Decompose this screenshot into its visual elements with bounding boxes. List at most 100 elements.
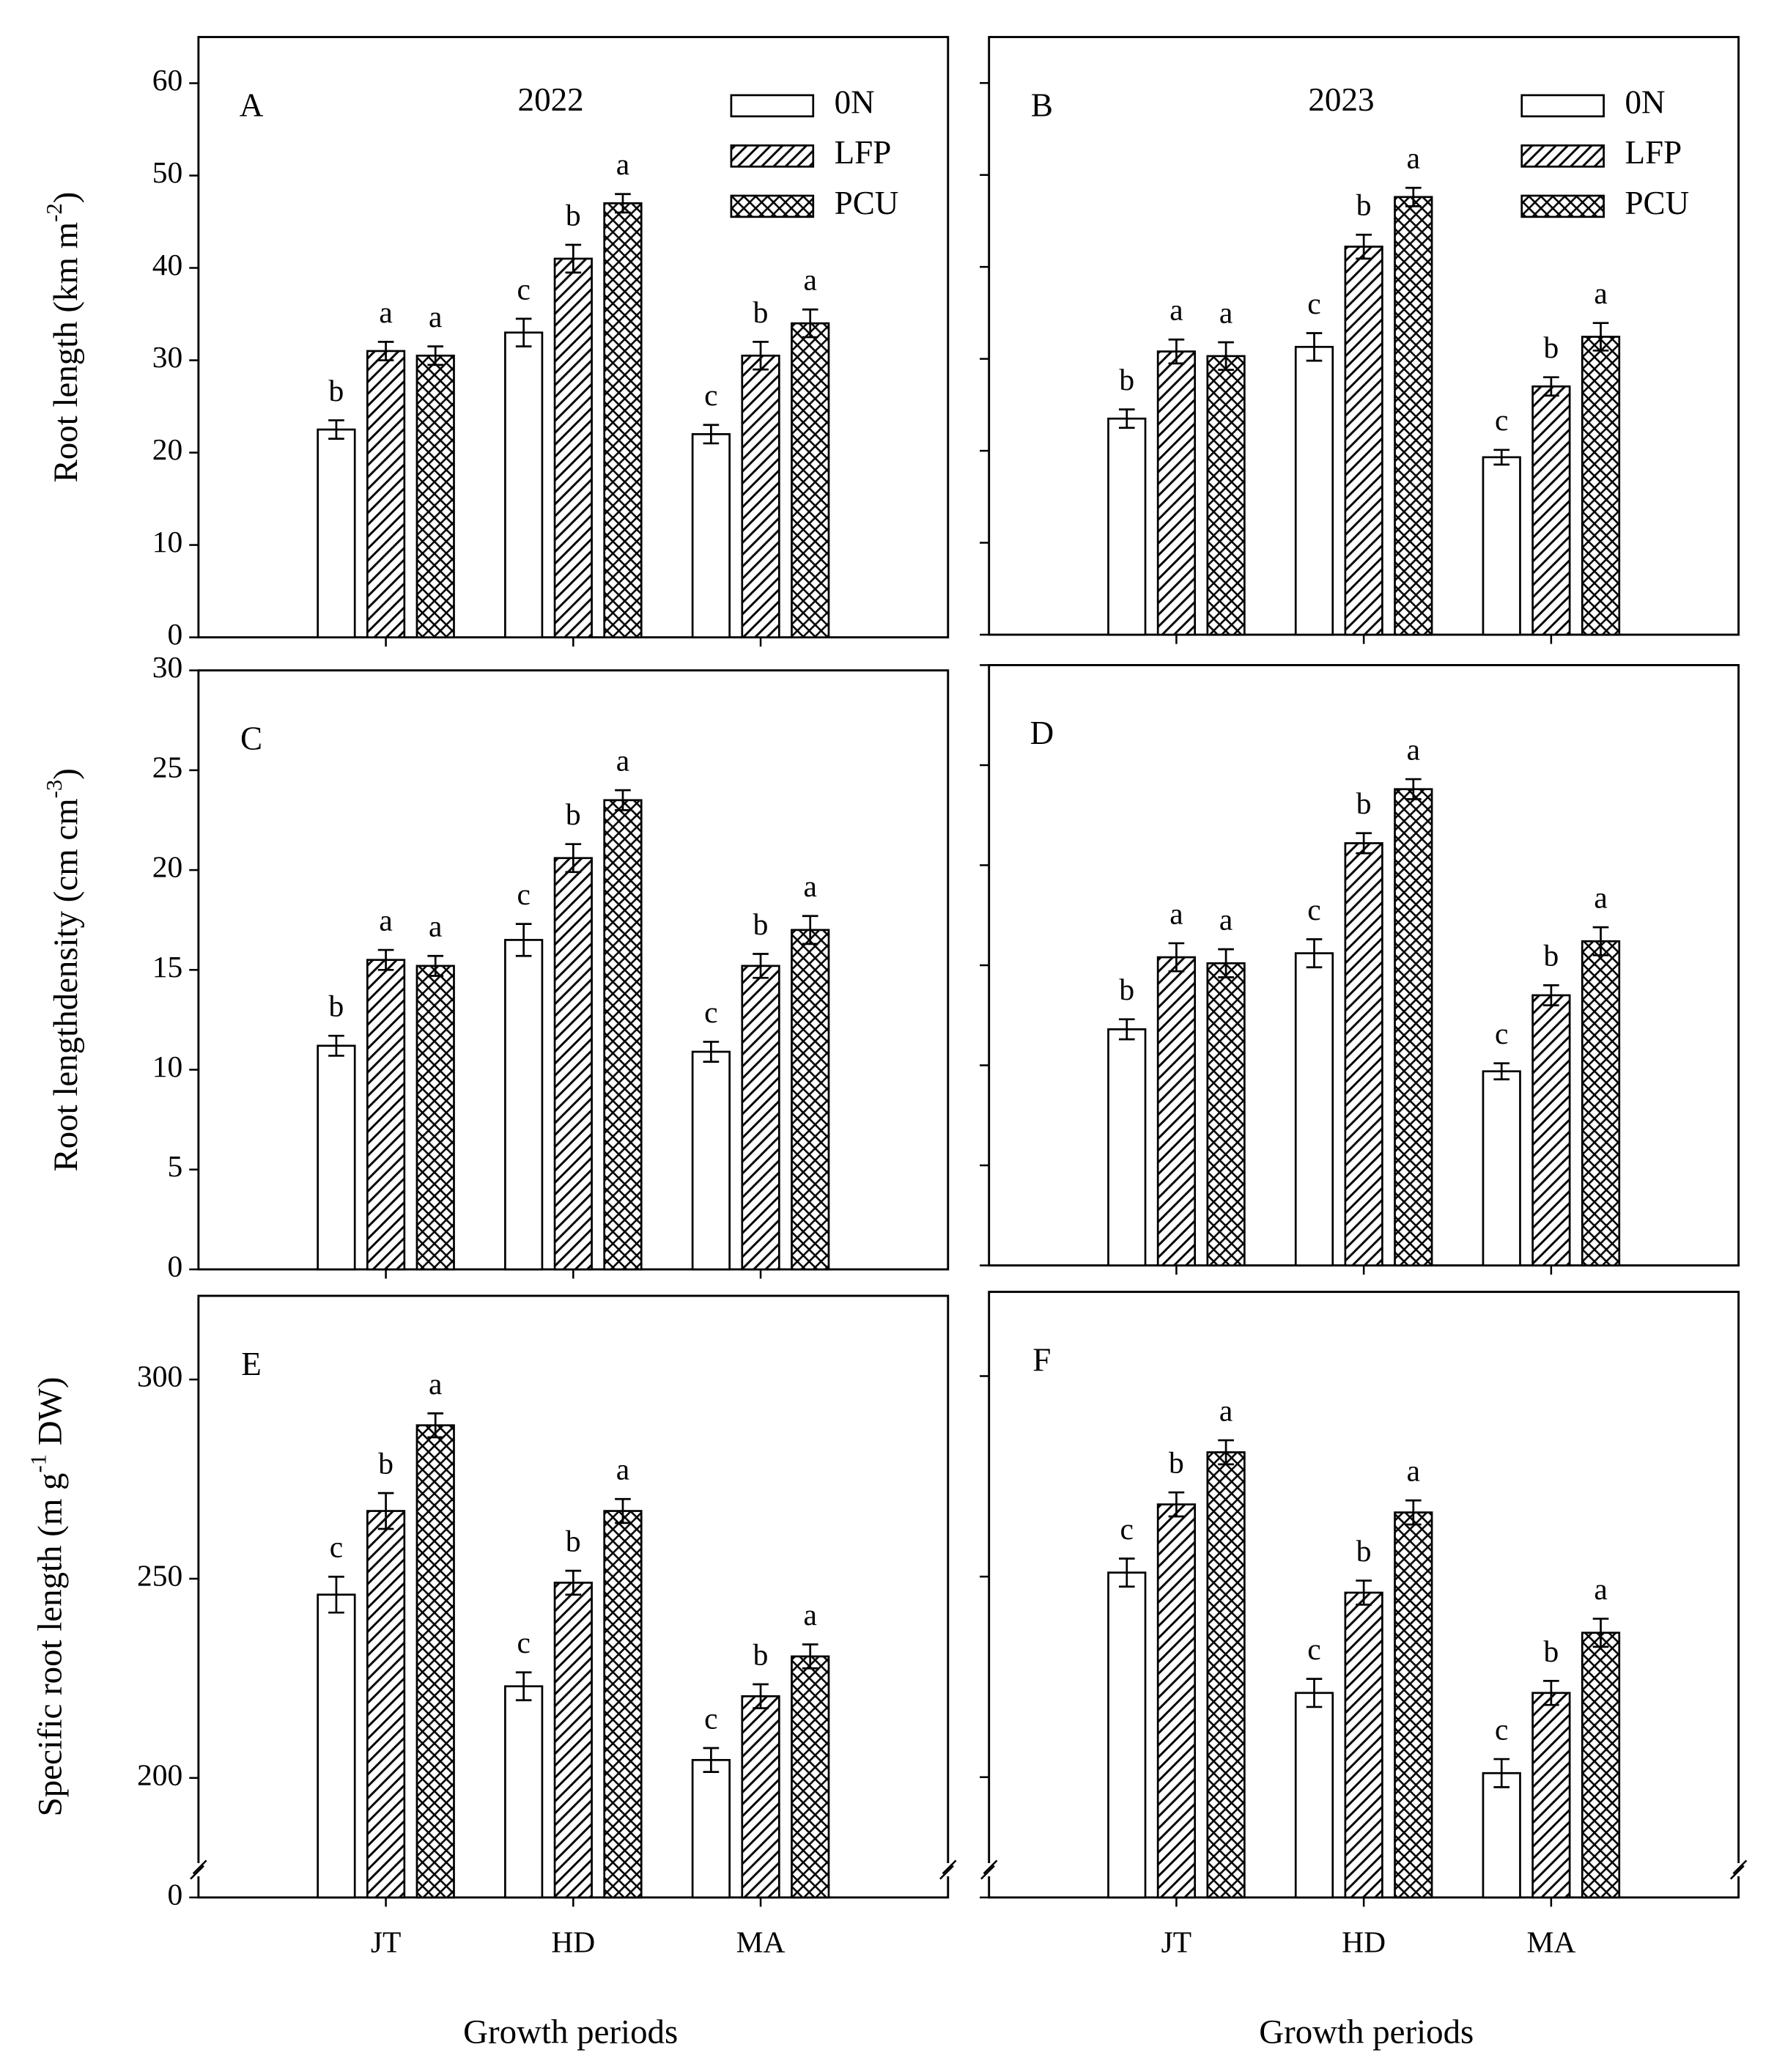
error-bar bbox=[1118, 1557, 1135, 1588]
panel-label: C bbox=[240, 720, 262, 756]
bar bbox=[1531, 994, 1571, 1267]
significance-letter: c bbox=[704, 995, 717, 1029]
significance-letter: a bbox=[616, 1453, 629, 1486]
bar bbox=[1344, 842, 1383, 1267]
significance-letter: c bbox=[704, 378, 717, 412]
legend-swatch bbox=[730, 194, 815, 218]
significance-letter: b bbox=[753, 907, 769, 941]
axis-break bbox=[980, 1865, 995, 1880]
y-axis-label: Specific root length (m g-1 DW) bbox=[26, 1377, 69, 1817]
bar bbox=[1294, 952, 1334, 1267]
significance-letter: b bbox=[753, 295, 769, 329]
bar bbox=[504, 939, 544, 1271]
chart-title: 2023 bbox=[1308, 81, 1374, 118]
legend-swatch bbox=[730, 94, 815, 118]
significance-letter: a bbox=[616, 147, 629, 181]
error-bar bbox=[1405, 1499, 1422, 1526]
error-bar bbox=[515, 1671, 532, 1702]
error-bar bbox=[1493, 449, 1510, 466]
significance-letter: a bbox=[616, 744, 629, 778]
bar bbox=[1394, 1511, 1433, 1899]
bar bbox=[1344, 1591, 1383, 1899]
chart-title: 2022 bbox=[518, 81, 584, 118]
y-tick-label: 0 bbox=[167, 617, 182, 651]
bar bbox=[603, 1510, 643, 1899]
significance-letter: b bbox=[566, 198, 581, 232]
bar bbox=[1531, 385, 1571, 636]
y-tick-label: 200 bbox=[137, 1758, 182, 1791]
y-tick-label: 30 bbox=[152, 650, 182, 684]
y-tick-label: 50 bbox=[152, 155, 182, 189]
bar bbox=[691, 432, 731, 638]
error-bar bbox=[615, 1497, 631, 1524]
y-axis-label-end: ) bbox=[47, 768, 85, 780]
bar bbox=[504, 1685, 544, 1899]
bar bbox=[691, 1050, 731, 1271]
error-bar bbox=[615, 789, 631, 811]
significance-letter: a bbox=[1219, 1393, 1232, 1427]
y-axis-label-text: Specific root length (m g bbox=[31, 1473, 69, 1817]
bar bbox=[1531, 1692, 1571, 1899]
bar bbox=[415, 1424, 455, 1899]
significance-letter: c bbox=[1307, 1632, 1320, 1666]
significance-letter: a bbox=[1219, 295, 1232, 329]
axis-break-gap bbox=[939, 1862, 956, 1876]
significance-letter: a bbox=[1169, 293, 1183, 327]
legend-swatch bbox=[1520, 94, 1605, 118]
legend-swatch bbox=[1520, 194, 1605, 218]
axis-break-gap bbox=[1730, 1862, 1747, 1876]
significance-letter: c bbox=[517, 1626, 530, 1659]
error-bar bbox=[1405, 186, 1422, 207]
significance-letter: a bbox=[803, 869, 816, 903]
bar bbox=[1156, 350, 1197, 636]
x-tick-label: MA bbox=[1526, 1925, 1575, 1958]
significance-letter: b bbox=[329, 989, 344, 1023]
significance-letter: b bbox=[329, 374, 344, 408]
panel-label: D bbox=[1030, 715, 1054, 751]
significance-letter: c bbox=[1120, 1512, 1134, 1546]
bar bbox=[317, 428, 356, 638]
y-tick-label: 0 bbox=[167, 1877, 182, 1911]
x-tick-label: JT bbox=[371, 1925, 402, 1958]
significance-letter: b bbox=[1544, 331, 1559, 364]
significance-letter: b bbox=[1356, 786, 1372, 820]
bar bbox=[553, 257, 593, 638]
significance-letter: b bbox=[566, 797, 581, 831]
error-bar bbox=[515, 923, 532, 957]
error-bar bbox=[1118, 408, 1135, 429]
bar bbox=[1482, 1771, 1521, 1899]
error-bar bbox=[565, 1569, 582, 1596]
y-axis-label-end: DW) bbox=[31, 1377, 69, 1454]
bar bbox=[1206, 1451, 1246, 1899]
bar bbox=[1581, 1632, 1621, 1899]
legend-label: LFP bbox=[835, 134, 892, 171]
error-bar bbox=[565, 843, 582, 874]
y-axis-label-end: ) bbox=[47, 192, 85, 204]
error-bar bbox=[753, 1683, 769, 1709]
error-bar bbox=[515, 317, 532, 347]
significance-letter: a bbox=[1594, 1572, 1607, 1606]
y-axis-label-sup: -3 bbox=[42, 780, 67, 799]
error-bar bbox=[1592, 1618, 1609, 1648]
error-bar bbox=[1356, 1579, 1372, 1606]
significance-letter: a bbox=[379, 903, 392, 937]
significance-letter: a bbox=[1407, 1454, 1420, 1488]
error-bar bbox=[753, 340, 769, 371]
bar bbox=[1394, 196, 1433, 636]
significance-letter: a bbox=[1219, 903, 1232, 937]
error-bar bbox=[427, 1412, 444, 1439]
significance-letter: a bbox=[429, 910, 442, 943]
axis-break bbox=[192, 1859, 207, 1875]
bar bbox=[415, 965, 455, 1271]
bar bbox=[791, 929, 830, 1271]
bar bbox=[1581, 940, 1621, 1267]
error-bar bbox=[1543, 1680, 1559, 1706]
error-bar bbox=[328, 419, 344, 440]
panel-label: B bbox=[1031, 86, 1053, 123]
error-bar bbox=[377, 1492, 394, 1530]
x-tick-label: JT bbox=[1161, 1925, 1192, 1958]
panel-label: E bbox=[241, 1346, 262, 1382]
bar bbox=[1156, 1503, 1197, 1899]
error-bar bbox=[703, 1041, 720, 1063]
error-bar bbox=[1168, 942, 1185, 973]
